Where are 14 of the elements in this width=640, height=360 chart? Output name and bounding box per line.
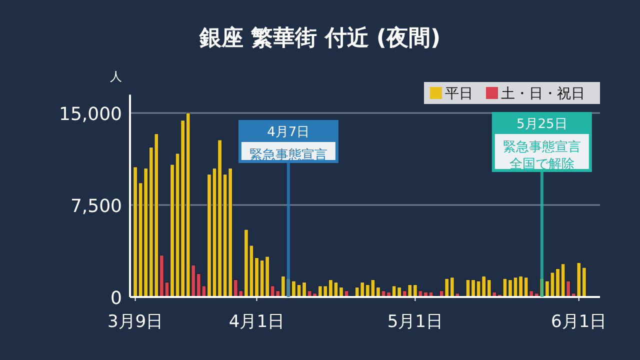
x-tick-label: 4月1日 (228, 312, 285, 332)
y-axis-title: 人 (110, 70, 122, 84)
ref-line-label: 5月25日 (516, 117, 568, 132)
x-tick-label: 6月1日 (551, 312, 607, 332)
y-tick-label: 7,500 (70, 196, 122, 217)
annotation: 緊急事態宣言全国で解除 (502, 139, 581, 172)
x-tick-label: 3月9日 (107, 312, 164, 332)
title: 銀座 繁華街 付近 (夜間) (199, 26, 441, 51)
legend-label: 土・日・祝日 (501, 86, 585, 102)
y-tick-label: 15,000 (59, 104, 122, 125)
y-tick-label: 0 (110, 288, 122, 309)
x-tick-label: 5月1日 (387, 312, 443, 332)
ref-line-label: 4月7日 (267, 125, 310, 140)
legend-label: 平日 (445, 86, 473, 102)
